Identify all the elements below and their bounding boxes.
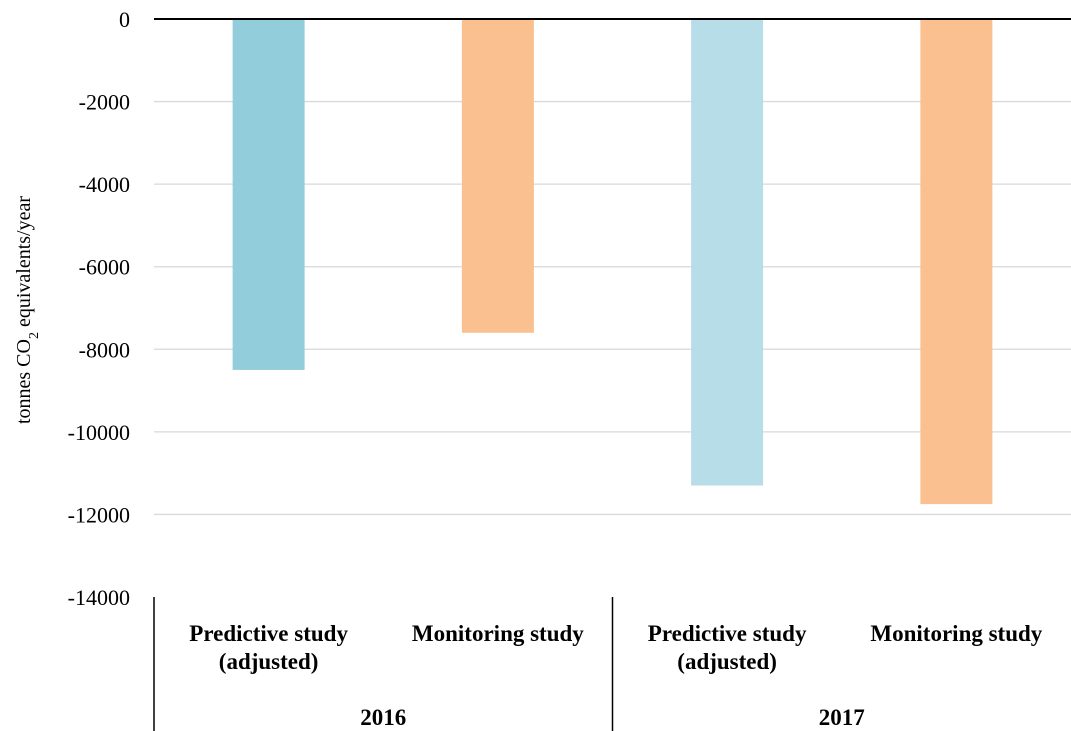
y-tick-labels: 0 -2000 -4000 -6000 -8000 -10000 -12000 -14000 [68,7,130,610]
y-tick-label: 0 [119,7,130,32]
category-label: Predictive study [189,621,348,646]
bar [691,19,764,486]
y-axis-title-subscript: 2 [27,332,42,339]
y-tick-label: -6000 [79,255,130,280]
category-label: Monitoring study [870,621,1042,646]
y-tick-label: -12000 [68,502,130,527]
category-label: (adjusted) [677,649,777,674]
axes [153,18,1071,731]
category-label: Monitoring study [412,621,584,646]
group-label: 2016 [360,705,406,730]
y-tick-label: -14000 [68,585,130,610]
category-labels: Predictive study (adjusted) Monitoring stu… [189,621,1043,730]
y-tick-label: -2000 [79,90,130,115]
bar [461,19,534,333]
y-tick-label: -8000 [79,337,130,362]
y-axis-title: tonnes CO2 equivalents/year [13,196,42,424]
bar [232,19,305,370]
y-axis-title-suffix: equivalents/year [13,196,35,332]
y-tick-label: -10000 [68,420,130,445]
category-label: (adjusted) [219,649,319,674]
category-label: Predictive study [648,621,807,646]
bars [232,19,993,505]
y-tick-label: -4000 [79,172,130,197]
y-axis-title-prefix: tonnes CO [13,339,35,424]
grid-lines [154,100,1071,516]
bar [920,19,993,505]
group-label: 2017 [819,705,865,730]
